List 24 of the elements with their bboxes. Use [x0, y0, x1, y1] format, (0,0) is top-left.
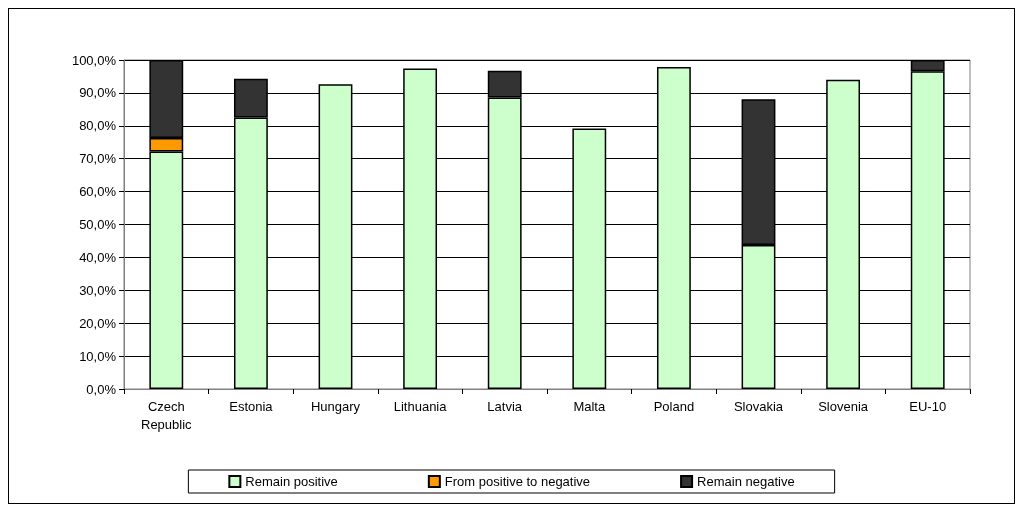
y-tick-label: 0,0%: [86, 381, 117, 397]
x-tick-label: Lithuania: [393, 398, 448, 414]
legend-label: From positive to negative: [444, 474, 591, 489]
y-tick-label: 90,0%: [79, 85, 117, 101]
legend-label: Remain negative: [697, 474, 795, 489]
x-tick-label: Estonia: [229, 398, 274, 414]
x-tick-label: Czech Republic: [141, 398, 193, 432]
x-tick-label: Slovakia: [733, 398, 784, 414]
x-tick-label: EU-10: [909, 398, 947, 414]
x-tick-label: Hungary: [310, 398, 361, 414]
x-tick-label: Malta: [573, 398, 606, 414]
x-tick-label: Poland: [653, 398, 695, 414]
y-tick-label: 50,0%: [79, 217, 117, 232]
y-tick-label: 20,0%: [79, 315, 117, 331]
y-tick-label: 100,0%: [71, 52, 117, 68]
legend-label: Remain positive: [245, 474, 338, 489]
y-tick-label: 10,0%: [79, 348, 117, 364]
y-tick-label: 40,0%: [79, 249, 117, 265]
y-tick-label: 30,0%: [79, 282, 117, 298]
x-tick-label: Latvia: [487, 398, 523, 414]
x-tick-label: Slovenia: [818, 398, 869, 414]
y-tick-label: 80,0%: [79, 118, 117, 134]
y-tick-label: 70,0%: [79, 151, 117, 167]
y-tick-label: 60,0%: [79, 184, 117, 200]
